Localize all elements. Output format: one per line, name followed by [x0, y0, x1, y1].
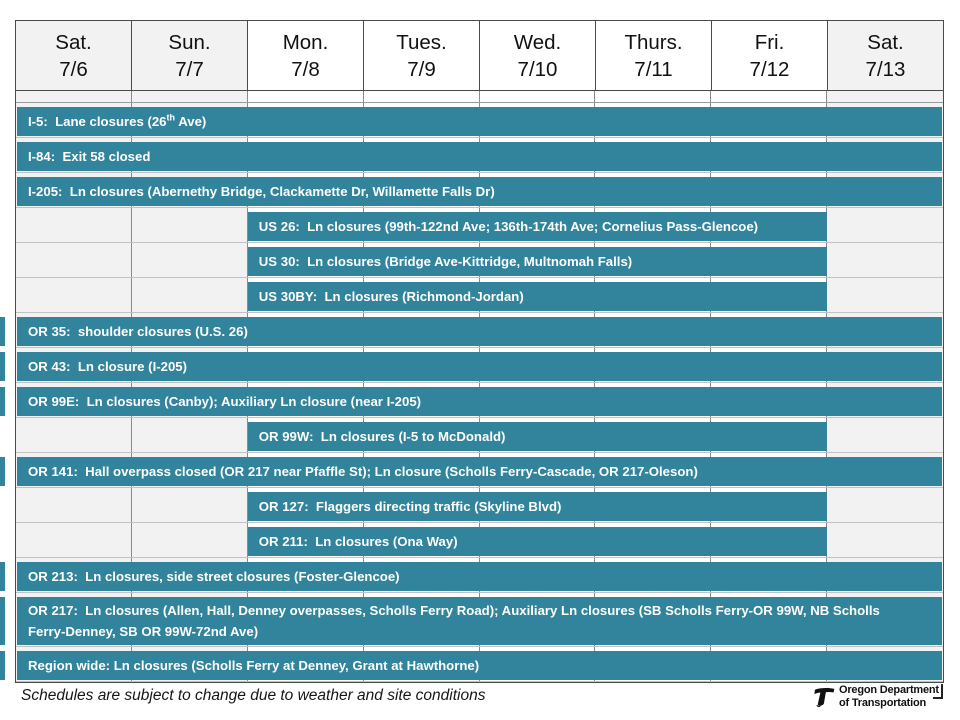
row-i84: I-84: Exit 58 closed: [16, 138, 943, 173]
day-header-thurs-7-11: Thurs. 7/11: [596, 21, 712, 91]
grid-column: [595, 21, 712, 682]
day-name: Sat.: [867, 30, 904, 54]
row-or99w: OR 99W: Ln closures (I-5 to McDonald): [16, 418, 943, 453]
closure-label: OR 211: Ln closures (Ona Way): [258, 534, 458, 549]
closure-bar-us30: US 30: Ln closures (Bridge Ave-Kittridge…: [247, 247, 828, 276]
odot-logo: Oregon Department of Transportation: [810, 684, 939, 709]
row-i5: I-5: Lane closures (26th Ave): [16, 103, 943, 138]
closure-bar-region-wide: Region wide: Ln closures (Scholls Ferry …: [0, 651, 942, 680]
row-or99e: OR 99E: Ln closures (Canby); Auxiliary L…: [0, 383, 943, 418]
closure-bar-i84: I-84: Exit 58 closed: [17, 142, 942, 171]
closure-label: OR 99W: Ln closures (I-5 to McDonald): [258, 429, 506, 444]
closure-label: Region wide: Ln closures (Scholls Ferry …: [28, 658, 480, 673]
row-region-wide: Region wide: Ln closures (Scholls Ferry …: [0, 647, 943, 682]
day-header-tues-7-9: Tues. 7/9: [364, 21, 480, 91]
closure-bar-or99w: OR 99W: Ln closures (I-5 to McDonald): [247, 422, 828, 451]
odot-logo-icon: [810, 685, 836, 709]
day-name: Fri.: [754, 30, 785, 54]
day-header-sun-7-7: Sun. 7/7: [132, 21, 248, 91]
row-or211: OR 211: Ln closures (Ona Way): [16, 523, 943, 558]
closure-label: OR 99E: Ln closures (Canby); Auxiliary L…: [28, 394, 422, 409]
day-header-sat-7-6: Sat. 7/6: [16, 21, 132, 91]
closure-label: I-5: Lane closures (26: [28, 114, 167, 129]
closure-label: OR 213: Ln closures, side street closure…: [28, 569, 400, 584]
schedule-disclaimer: Schedules are subject to change due to w…: [21, 687, 486, 704]
day-date: 7/11: [634, 57, 673, 81]
closure-bar-us26: US 26: Ln closures (99th-122nd Ave; 136t…: [247, 212, 828, 241]
closure-label: I-205: Ln closures (Abernethy Bridge, Cl…: [28, 184, 495, 199]
closure-label: OR 43: Ln closure (I-205): [28, 359, 188, 374]
closure-bar-or211: OR 211: Ln closures (Ona Way): [247, 527, 828, 556]
odot-logo-line2: of Transportation: [839, 696, 927, 709]
day-name: Mon.: [282, 30, 329, 54]
day-header-fri-7-12: Fri. 7/12: [712, 21, 828, 91]
closure-label: Ave): [175, 114, 207, 129]
superscript-th: th: [166, 112, 176, 123]
closure-bar-or141: OR 141: Hall overpass closed (OR 217 nea…: [0, 457, 942, 486]
grid-column: [364, 21, 480, 682]
closure-bar-or43: OR 43: Ln closure (I-205): [0, 352, 942, 381]
odot-logo-line1: Oregon Department: [839, 684, 939, 696]
closure-label: OR 217: Ln closures (Allen, Hall, Denney…: [28, 603, 884, 639]
closure-label: I-84: Exit 58 closed: [28, 149, 151, 164]
day-date: 7/10: [517, 57, 558, 81]
row-us30by: US 30BY: Ln closures (Richmond-Jordan): [16, 278, 943, 313]
day-date: 7/12: [749, 57, 790, 81]
closure-bar-i205: I-205: Ln closures (Abernethy Bridge, Cl…: [17, 177, 942, 206]
row-i205: I-205: Ln closures (Abernethy Bridge, Cl…: [16, 173, 943, 208]
closure-bar-us30by: US 30BY: Ln closures (Richmond-Jordan): [247, 282, 828, 311]
closure-label: OR 35: shoulder closures (U.S. 26): [28, 324, 248, 339]
day-date: 7/7: [175, 57, 204, 81]
day-date: 7/13: [865, 57, 906, 81]
row-us26: US 26: Ln closures (99th-122nd Ave; 136t…: [16, 208, 943, 243]
row-or213: OR 213: Ln closures, side street closure…: [0, 558, 943, 593]
row-or43: OR 43: Ln closure (I-205): [0, 348, 943, 383]
day-name: Sun.: [168, 30, 211, 54]
day-name: Sat.: [55, 30, 92, 54]
closure-label: US 30BY: Ln closures (Richmond-Jordan): [258, 289, 524, 304]
row-or35: OR 35: shoulder closures (U.S. 26): [0, 313, 943, 348]
row-or217: OR 217: Ln closures (Allen, Hall, Denney…: [0, 593, 943, 647]
closure-bar-or99e: OR 99E: Ln closures (Canby); Auxiliary L…: [0, 387, 942, 416]
day-date: 7/6: [59, 57, 88, 81]
schedule-table: Sat. 7/6 Sun. 7/7 Mon. 7/8 Tues. 7/9 Wed…: [0, 20, 944, 683]
day-name: Thurs.: [624, 30, 683, 54]
corner-bracket-mark: [933, 684, 943, 699]
closure-bar-or213: OR 213: Ln closures, side street closure…: [0, 562, 942, 591]
closure-label: US 26: Ln closures (99th-122nd Ave; 136t…: [258, 219, 759, 234]
closure-bar-or217: OR 217: Ln closures (Allen, Hall, Denney…: [0, 597, 942, 645]
header-spacer-row: [16, 91, 943, 103]
closure-bar-or35: OR 35: shoulder closures (U.S. 26): [0, 317, 942, 346]
row-or127: OR 127: Flaggers directing traffic (Skyl…: [16, 488, 943, 523]
grid-column: [480, 21, 596, 682]
grid-column: [711, 21, 828, 682]
week-header: Sat. 7/6 Sun. 7/7 Mon. 7/8 Tues. 7/9 Wed…: [16, 21, 943, 91]
row-or141: OR 141: Hall overpass closed (OR 217 nea…: [0, 453, 943, 488]
day-date: 7/8: [291, 57, 320, 81]
day-header-sat-7-13: Sat. 7/13: [828, 21, 943, 91]
day-name: Wed.: [513, 30, 562, 54]
closure-bar-i5: I-5: Lane closures (26th Ave): [17, 107, 942, 136]
closure-label: OR 141: Hall overpass closed (OR 217 nea…: [28, 464, 698, 479]
day-header-wed-7-10: Wed. 7/10: [480, 21, 596, 91]
day-name: Tues.: [396, 30, 447, 54]
day-header-mon-7-8: Mon. 7/8: [248, 21, 364, 91]
closure-bar-or127: OR 127: Flaggers directing traffic (Skyl…: [247, 492, 828, 521]
odot-logo-text: Oregon Department of Transportation: [839, 684, 939, 709]
row-us30: US 30: Ln closures (Bridge Ave-Kittridge…: [16, 243, 943, 278]
day-date: 7/9: [407, 57, 436, 81]
closure-label: US 30: Ln closures (Bridge Ave-Kittridge…: [258, 254, 633, 269]
grid-column: [248, 21, 364, 682]
closure-label: OR 127: Flaggers directing traffic (Skyl…: [258, 499, 562, 514]
